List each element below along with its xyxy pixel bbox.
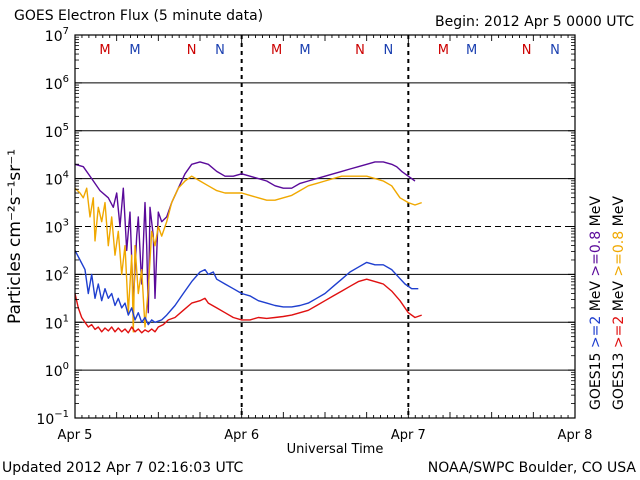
marker-label: N <box>522 43 532 58</box>
x-tick-label: Apr 6 <box>224 428 259 443</box>
x-tick-label: Apr 7 <box>391 428 426 443</box>
marker-label: M <box>438 43 449 58</box>
chart-title: GOES Electron Flux (5 minute data) <box>14 8 264 24</box>
marker-label: N <box>215 43 225 58</box>
marker-label: N <box>187 43 197 58</box>
updated-timestamp: Updated 2012 Apr 7 02:16:03 UTC <box>2 460 244 476</box>
y-axis-title: Particles cm⁻²s⁻¹sr⁻¹ <box>5 149 25 324</box>
y-tick-label: 103 <box>45 218 69 237</box>
marker-label: M <box>99 43 110 58</box>
series-line-4 <box>74 278 422 334</box>
begin-date: Begin: 2012 Apr 5 0000 UTC <box>435 14 634 30</box>
series-line-3 <box>74 250 419 326</box>
series-line-1 <box>74 161 416 314</box>
legend-entry-goes13: GOES13 >=2 MeV >=0.8 MeV <box>611 196 627 410</box>
y-tick-label: 102 <box>45 265 69 284</box>
marker-label: N <box>383 43 393 58</box>
y-tick-label: 107 <box>45 26 69 45</box>
y-tick-label: 10−1 <box>36 409 69 428</box>
series-line-2 <box>74 175 422 333</box>
marker-label: M <box>129 43 140 58</box>
marker-label: M <box>466 43 477 58</box>
credit-text: NOAA/SWPC Boulder, CO USA <box>427 460 636 476</box>
y-tick-label: 101 <box>45 313 69 332</box>
marker-label: N <box>355 43 365 58</box>
y-tick-label: 106 <box>45 74 69 93</box>
legend-entry-goes15: GOES15 >=2 MeV >=0.8 MeV <box>588 196 604 410</box>
y-tick-label: 104 <box>45 170 69 189</box>
marker-label: N <box>550 43 560 58</box>
y-tick-label: 100 <box>45 361 69 380</box>
x-tick-label: Apr 8 <box>558 428 593 443</box>
y-tick-label: 105 <box>45 122 69 141</box>
x-tick-label: Apr 5 <box>58 428 93 443</box>
x-axis-title: Universal Time <box>287 442 384 457</box>
marker-label: M <box>299 43 310 58</box>
marker-label: M <box>271 43 282 58</box>
